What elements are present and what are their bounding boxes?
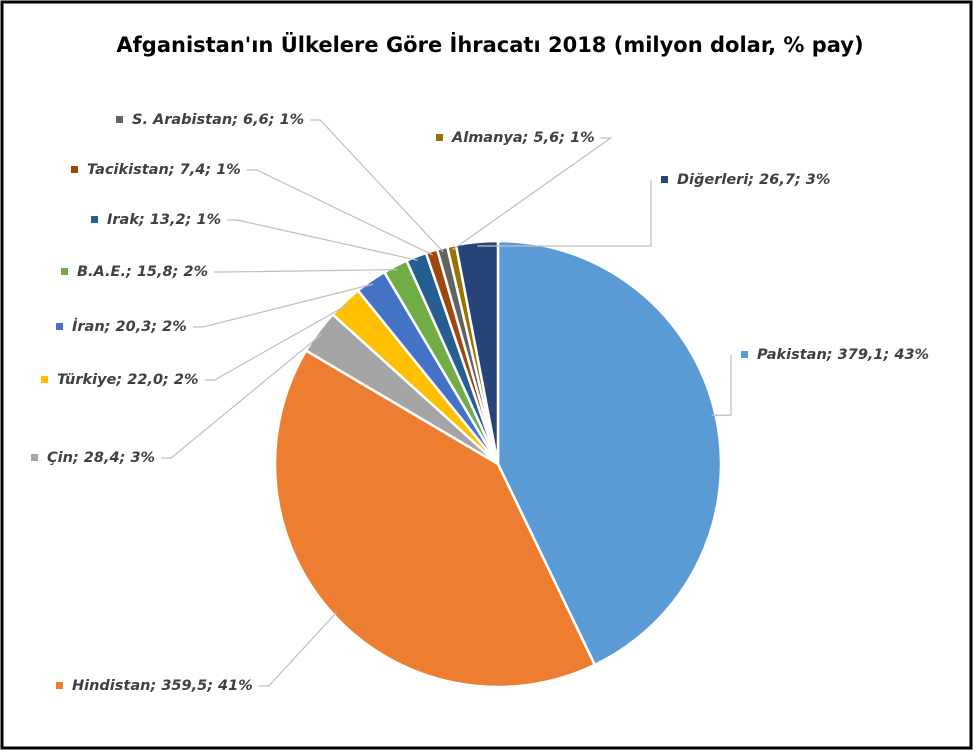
- label-separator: ;: [558, 130, 570, 146]
- data-label: Almanya; 5,6; 1%: [451, 130, 595, 146]
- legend-marker: [71, 166, 78, 173]
- label-category: Hindistan: [72, 678, 150, 694]
- leader-line: [192, 283, 374, 328]
- label-category: B.A.E.: [77, 264, 126, 280]
- data-label: Tacikistan; 7,4; 1%: [87, 162, 241, 178]
- label-value: 359,5: [161, 678, 207, 694]
- label-value: 13,2: [150, 212, 186, 228]
- data-label: Hindistan; 359,5; 41%: [72, 678, 253, 694]
- label-percent: 41%: [217, 678, 253, 694]
- data-label: S. Arabistan; 6,6; 1%: [132, 112, 304, 128]
- label-separator: ;: [115, 372, 127, 388]
- chart-title: Afganistan'ın Ülkelere Göre İhracatı 201…: [116, 32, 863, 57]
- leader-line: [258, 611, 338, 687]
- label-value: 379,1: [838, 347, 884, 363]
- leader-line: [477, 180, 652, 247]
- label-percent: 43%: [893, 347, 929, 363]
- label-separator: ;: [119, 450, 131, 466]
- label-percent: 2%: [183, 264, 208, 280]
- label-separator: ;: [125, 264, 137, 280]
- legend-marker: [61, 268, 68, 275]
- legend-marker: [91, 216, 98, 223]
- data-label: Diğerleri; 26,7; 3%: [677, 172, 830, 188]
- label-percent: 1%: [216, 162, 241, 178]
- label-separator: ;: [168, 162, 180, 178]
- label-value: 28,4: [84, 450, 120, 466]
- label-separator: ;: [149, 678, 161, 694]
- data-label: Türkiye; 22,0; 2%: [57, 372, 199, 388]
- leader-line: [452, 137, 613, 251]
- leader-line: [227, 219, 418, 261]
- label-separator: ;: [522, 130, 534, 146]
- legend-marker: [41, 376, 48, 383]
- label-separator: ;: [162, 372, 174, 388]
- label-separator: ;: [72, 450, 84, 466]
- data-label: B.A.E.; 15,8; 2%: [77, 264, 208, 280]
- label-percent: 1%: [570, 130, 595, 146]
- label-category: Pakistan: [757, 347, 827, 363]
- data-label: Pakistan; 379,1; 43%: [757, 347, 929, 363]
- label-separator: ;: [794, 172, 806, 188]
- label-separator: ;: [883, 347, 895, 363]
- label-value: 22,0: [127, 372, 163, 388]
- label-value: 20,3: [116, 319, 152, 335]
- leader-line: [711, 355, 732, 416]
- label-percent: 2%: [174, 372, 199, 388]
- leader-line: [310, 119, 444, 253]
- label-separator: ;: [172, 264, 184, 280]
- pie-slice: [454, 239, 500, 465]
- label-percent: 1%: [280, 112, 305, 128]
- pie-slice: [496, 239, 723, 667]
- label-separator: ;: [826, 347, 838, 363]
- label-category: Çin: [47, 450, 73, 466]
- legend-marker: [116, 116, 123, 123]
- legend-marker: [56, 323, 63, 330]
- label-value: 26,7: [759, 172, 796, 188]
- label-value: 7,4: [180, 162, 206, 178]
- leader-line: [246, 169, 434, 256]
- leader-line: [204, 304, 348, 381]
- label-percent: 3%: [130, 450, 155, 466]
- legend-marker: [31, 454, 38, 461]
- label-separator: ;: [204, 162, 216, 178]
- label-value: 5,6: [534, 130, 560, 146]
- data-label: Çin; 28,4; 3%: [47, 450, 155, 466]
- label-separator: ;: [268, 112, 280, 128]
- leader-line: [161, 333, 323, 459]
- label-separator: ;: [747, 172, 759, 188]
- legend-marker: [56, 682, 63, 689]
- legend-marker: [661, 176, 668, 183]
- label-separator: ;: [185, 212, 197, 228]
- label-category: Irak: [107, 212, 140, 228]
- legend-marker: [741, 351, 748, 358]
- label-percent: 2%: [162, 319, 187, 335]
- legend-marker: [436, 134, 443, 141]
- label-category: İran: [72, 318, 105, 335]
- label-value: 15,8: [137, 264, 173, 280]
- label-category: Tacikistan: [87, 162, 169, 178]
- label-percent: 3%: [806, 172, 831, 188]
- label-separator: ;: [138, 212, 150, 228]
- label-separator: ;: [104, 319, 116, 335]
- label-category: Diğerleri: [677, 172, 749, 188]
- label-category: Türkiye: [57, 372, 117, 388]
- data-label: Irak; 13,2; 1%: [107, 212, 221, 228]
- leader-line: [214, 269, 398, 273]
- label-value: 6,6: [243, 112, 269, 128]
- label-separator: ;: [150, 319, 162, 335]
- data-label: İran; 20,3; 2%: [72, 318, 187, 335]
- label-percent: 1%: [196, 212, 221, 228]
- label-separator: ;: [206, 678, 218, 694]
- label-separator: ;: [231, 112, 243, 128]
- label-category: S. Arabistan: [132, 112, 232, 128]
- label-category: Almanya: [451, 130, 523, 146]
